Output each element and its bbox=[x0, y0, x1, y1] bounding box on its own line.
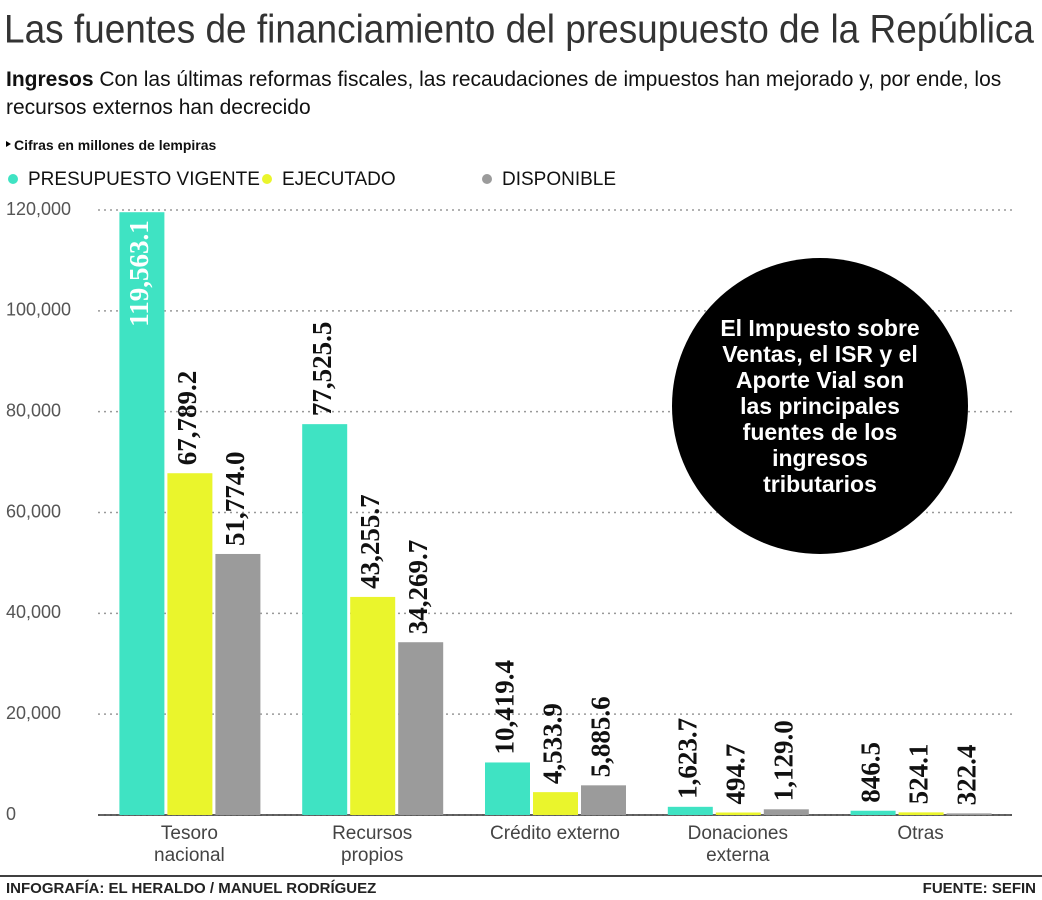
bar bbox=[302, 424, 348, 815]
value-label: 524.1 bbox=[903, 744, 933, 805]
value-label: 1,129.0 bbox=[769, 720, 799, 801]
legend-marker bbox=[262, 174, 272, 184]
bar bbox=[715, 812, 761, 815]
annotation-bubble: El Impuesto sobre Ventas, el ISR y el Ap… bbox=[672, 258, 968, 554]
chart-title: Las fuentes de financiamiento del presup… bbox=[4, 8, 1035, 52]
bar bbox=[167, 473, 213, 815]
y-tick-label: 100,000 bbox=[6, 300, 71, 320]
legend-label: DISPONIBLE bbox=[502, 169, 616, 190]
value-label: 34,269.7 bbox=[403, 540, 433, 635]
x-tick-label: Donaciones externa bbox=[687, 823, 788, 866]
source: FUENTE: SEFIN bbox=[923, 880, 1036, 897]
subtitle: Ingresos Con las últimas reformas fiscal… bbox=[6, 66, 1006, 122]
bar bbox=[850, 810, 896, 815]
x-tick-label: Crédito externo bbox=[490, 823, 620, 844]
subtitle-lead: Ingresos bbox=[6, 68, 94, 91]
y-tick-label: 0 bbox=[6, 804, 16, 824]
x-tick-label: Otras bbox=[897, 823, 944, 844]
value-label: 10,419.4 bbox=[490, 660, 520, 755]
bar bbox=[898, 812, 944, 815]
bar bbox=[581, 785, 626, 815]
bar bbox=[215, 553, 261, 815]
value-label: 67,789.2 bbox=[172, 371, 202, 466]
legend-marker bbox=[482, 174, 492, 184]
legend-marker bbox=[8, 174, 18, 184]
value-label: 5,885.6 bbox=[586, 696, 616, 777]
y-tick-label: 120,000 bbox=[6, 199, 71, 219]
y-tick-label: 60,000 bbox=[6, 501, 61, 521]
note: Cifras en millones de lempiras bbox=[14, 137, 217, 153]
value-label: 4,533.9 bbox=[538, 703, 568, 784]
y-tick-label: 40,000 bbox=[6, 602, 61, 622]
x-tick-label: Tesoro nacional bbox=[154, 823, 225, 866]
subtitle-text: Con las últimas reformas fiscales, las r… bbox=[6, 68, 1002, 119]
value-label: 322.4 bbox=[951, 745, 981, 806]
bar bbox=[946, 813, 992, 815]
value-label: 846.5 bbox=[855, 742, 885, 803]
annotation: El Impuesto sobre Ventas, el ISR y el Ap… bbox=[720, 315, 920, 497]
legend-label: PRESUPUESTO VIGENTE bbox=[28, 169, 260, 190]
value-label: 43,255.7 bbox=[355, 494, 385, 589]
y-tick-label: 80,000 bbox=[6, 400, 61, 420]
value-label: 77,525.5 bbox=[307, 322, 337, 417]
value-label: 51,774.0 bbox=[220, 451, 250, 546]
y-tick-label: 20,000 bbox=[6, 703, 61, 723]
legend-label: EJECUTADO bbox=[282, 169, 396, 190]
bar bbox=[533, 792, 578, 815]
bar bbox=[398, 642, 444, 815]
value-label: 1,623.7 bbox=[673, 718, 703, 799]
bar bbox=[485, 762, 530, 815]
note-marker bbox=[6, 141, 11, 147]
value-label: 494.7 bbox=[721, 744, 751, 805]
value-label: 119,563.1 bbox=[124, 220, 154, 327]
bar bbox=[119, 212, 165, 815]
bar bbox=[667, 806, 713, 815]
x-tick-label: Recursos propios bbox=[332, 823, 413, 866]
bar bbox=[763, 809, 809, 815]
credit: INFOGRAFÍA: EL HERALDO / MANUEL RODRÍGUE… bbox=[6, 880, 376, 897]
bar bbox=[350, 596, 396, 815]
